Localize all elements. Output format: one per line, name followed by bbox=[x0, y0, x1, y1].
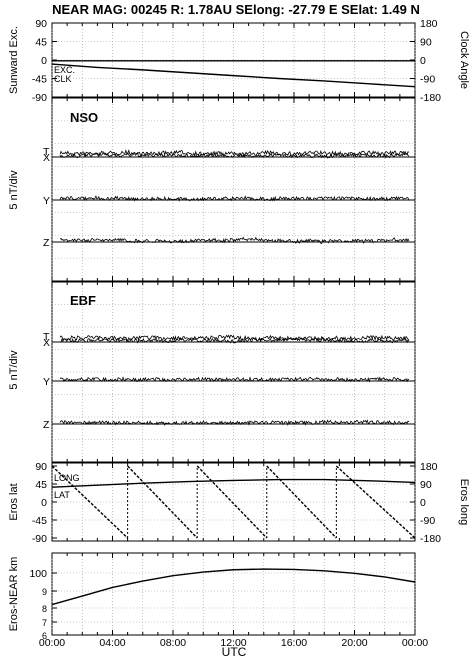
ebf-trace-label-y: Y bbox=[43, 376, 50, 388]
ebf-trace-y bbox=[59, 376, 410, 383]
eros-lat-tick-label: 0 bbox=[41, 497, 47, 509]
sunward-series bbox=[51, 60, 416, 88]
nso-trace-x bbox=[59, 151, 410, 159]
distance-panel: 100 9 8 7 6 Eros-NEAR km bbox=[8, 552, 416, 641]
distance-line bbox=[51, 568, 416, 606]
distance-ylabel: Eros-NEAR km bbox=[8, 557, 20, 632]
eros-long-tick-label: -180 bbox=[420, 533, 441, 545]
clock-angle-tick-label: -90 bbox=[420, 74, 435, 86]
distance-left-ticks: 100 9 8 7 6 bbox=[29, 568, 57, 641]
sunward-tick-label: 90 bbox=[35, 18, 47, 30]
clock-angle-tick-label: 180 bbox=[420, 18, 438, 30]
eros-long-wrap-line bbox=[127, 466, 337, 538]
eros-long-tick-label: 0 bbox=[420, 497, 426, 509]
clock-angle-tick-label: 90 bbox=[420, 37, 432, 49]
eros-lat-ylabel: Eros lat bbox=[8, 483, 20, 520]
eros-left-ticks: 90 45 0 -45 -90 bbox=[32, 461, 57, 545]
clock-angle-tick-label: 0 bbox=[420, 55, 426, 67]
nso-traces: TX Y Z bbox=[43, 98, 416, 281]
distance-series bbox=[51, 568, 416, 606]
x-axis-label: UTC bbox=[222, 645, 247, 656]
ebf-ylabel: 5 nT/div bbox=[8, 350, 20, 390]
x-tick-label: 12:00 bbox=[220, 637, 246, 649]
sunward-ylabel: Sunward Exc. bbox=[8, 26, 20, 94]
ebf-trace-label-t: T bbox=[43, 331, 50, 343]
long-annotation: LONG bbox=[54, 473, 80, 483]
distance-tick-label: 6 bbox=[42, 631, 47, 641]
ebf-trace-x bbox=[59, 336, 410, 344]
x-tick-labels: 00:00 04:00 08:00 12:00 16:00 20:00 00:00 bbox=[39, 637, 428, 649]
sunward-right-ticks: 180 90 0 -90 -180 bbox=[410, 18, 441, 104]
distance-tick-label: 9 bbox=[42, 587, 47, 597]
eros-panel: 90 45 0 -45 -90 180 90 0 -90 -180 LONG LAT Eros … bbox=[8, 461, 470, 545]
lat-annotation: LAT bbox=[54, 490, 70, 500]
sunward-grid bbox=[51, 23, 416, 97]
exc-annotation: EXC. bbox=[54, 65, 75, 75]
x-tick-label: 00:00 bbox=[402, 637, 428, 649]
clock-angle-tick-label: -180 bbox=[420, 92, 441, 104]
eros-grid bbox=[51, 463, 416, 541]
ebf-trace-t bbox=[59, 334, 410, 342]
clock-angle-ylabel: Clock Angle bbox=[458, 31, 470, 89]
sunward-left-ticks: 90 45 0 -45 -90 bbox=[32, 18, 57, 104]
sunward-tick-label: -45 bbox=[32, 74, 47, 86]
figure-title: NEAR MAG: 00245 R: 1.78AU SElong: -27.79… bbox=[52, 2, 420, 17]
nso-trace-z bbox=[59, 236, 410, 244]
series-exc-line bbox=[51, 63, 416, 88]
nso-trace-label-t: T bbox=[43, 146, 50, 158]
x-tick-label: 20:00 bbox=[341, 637, 367, 649]
nso-trace-label-x: X bbox=[43, 152, 50, 164]
nso-ylabel: 5 nT/div bbox=[8, 170, 20, 210]
eros-long-line bbox=[51, 465, 416, 539]
nso-panel-label: NSO bbox=[70, 110, 98, 125]
sunward-tick-label: 45 bbox=[35, 37, 47, 49]
ebf-trace-z bbox=[59, 419, 410, 427]
eros-long-tick-label: 180 bbox=[420, 461, 438, 473]
x-tick-label: 08:00 bbox=[160, 637, 186, 649]
eros-long-tick-label: -90 bbox=[420, 515, 435, 527]
eros-right-ticks: 180 90 0 -90 -180 bbox=[410, 461, 441, 545]
clk-annotation: CLK bbox=[54, 74, 72, 84]
eros-long-ylabel: Eros long bbox=[458, 479, 470, 525]
eros-lat-tick-label: 45 bbox=[35, 479, 47, 491]
distance-tick-label: 7 bbox=[42, 618, 47, 628]
nso-trace-label-z: Z bbox=[43, 237, 50, 249]
eros-lat-tick-label: -90 bbox=[32, 533, 47, 545]
eros-lat-tick-label: 90 bbox=[35, 461, 47, 473]
nso-panel: NSO TX Y Z 5 nT/div bbox=[8, 97, 416, 282]
ebf-traces: TX Y Z bbox=[43, 282, 416, 462]
eros-lat-line bbox=[51, 478, 416, 488]
eros-series bbox=[51, 465, 416, 539]
sunward-panel: 90 45 0 -45 -90 180 90 0 -90 -180 EXC. CLK Sunwa… bbox=[8, 18, 470, 104]
nso-trace-label-y: Y bbox=[43, 195, 50, 207]
distance-grid bbox=[51, 553, 416, 635]
nso-trace-y bbox=[59, 195, 410, 202]
sunward-tick-label: -90 bbox=[32, 92, 47, 104]
x-tick-label: 04:00 bbox=[99, 637, 125, 649]
ebf-panel: EBF TX Y Z 5 nT/div bbox=[8, 281, 416, 463]
x-tick-label: 00:00 bbox=[39, 637, 65, 649]
x-tick-label: 16:00 bbox=[281, 637, 307, 649]
ebf-trace-label-z: Z bbox=[43, 419, 50, 431]
eros-lat-tick-label: -45 bbox=[32, 515, 47, 527]
sunward-tick-label: 0 bbox=[41, 55, 47, 67]
ebf-trace-label-x: X bbox=[43, 337, 50, 349]
ebf-panel-label: EBF bbox=[70, 293, 96, 308]
distance-tick-label: 100 bbox=[29, 568, 47, 580]
eros-long-tick-label: 90 bbox=[420, 479, 432, 491]
distance-tick-label: 8 bbox=[42, 604, 47, 614]
